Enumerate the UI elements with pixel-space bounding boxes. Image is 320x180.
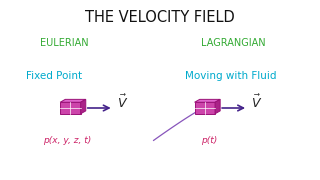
Text: Fixed Point: Fixed Point bbox=[26, 71, 83, 81]
Text: $\vec{V}$: $\vec{V}$ bbox=[117, 94, 128, 111]
Text: p(t): p(t) bbox=[202, 136, 218, 145]
Text: Moving with Fluid: Moving with Fluid bbox=[185, 71, 276, 81]
Text: p(x, y, z, t): p(x, y, z, t) bbox=[43, 136, 91, 145]
Text: LAGRANGIAN: LAGRANGIAN bbox=[201, 38, 266, 48]
Text: THE VELOCITY FIELD: THE VELOCITY FIELD bbox=[85, 10, 235, 26]
Polygon shape bbox=[81, 99, 86, 114]
Polygon shape bbox=[195, 99, 220, 102]
Polygon shape bbox=[60, 102, 81, 114]
Text: EULERIAN: EULERIAN bbox=[40, 38, 88, 48]
Polygon shape bbox=[60, 99, 86, 102]
Polygon shape bbox=[215, 99, 220, 114]
Text: $\vec{V}$: $\vec{V}$ bbox=[251, 94, 262, 111]
Polygon shape bbox=[195, 102, 215, 114]
